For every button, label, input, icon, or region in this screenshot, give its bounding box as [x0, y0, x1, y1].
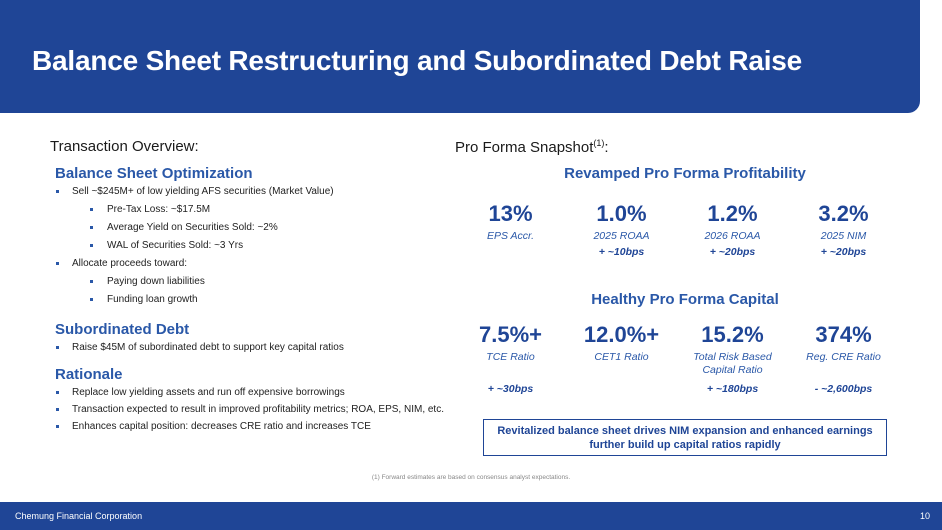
metric-value: 15.2% [701, 322, 764, 347]
snapshot-title: Pro Forma Snapshot(1): [455, 138, 609, 156]
metric-label: CET1 Ratio [594, 351, 649, 363]
metric-tce-ratio: 7.5%+ TCE Ratio + ~30bps [453, 322, 568, 395]
metric-change: - ~2,600bps [814, 383, 873, 395]
metric-label: 2026 ROAA [704, 230, 761, 242]
snapshot-footnote-ref: (1) [593, 138, 605, 148]
metric-cet1-ratio: 12.0%+ CET1 Ratio [564, 322, 679, 364]
bullet-item: Sell ~$245M+ of low yielding AFS securit… [50, 185, 445, 198]
metric-value: 7.5%+ [479, 322, 542, 347]
section-title: Subordinated Debt [55, 321, 190, 338]
section-title: Rationale [55, 366, 123, 383]
metric-change: + ~10bps [598, 246, 645, 258]
overview-title: Transaction Overview: [50, 138, 199, 155]
section-rationale: Rationale Replace low yielding assets an… [50, 366, 445, 433]
metric-change: + ~30bps [487, 383, 534, 395]
company-name: Chemung Financial Corporation [15, 511, 143, 521]
footnote: (1) Forward estimates are based on conse… [371, 474, 571, 481]
section-title: Balance Sheet Optimization [55, 165, 253, 182]
title-banner: Balance Sheet Restructuring and Subordin… [0, 0, 920, 113]
summary-callout: Revitalized balance sheet drives NIM exp… [483, 419, 887, 456]
transaction-overview: Transaction Overview: Balance Sheet Opti… [50, 138, 445, 433]
metric-label: Total Risk Based Capital Ratio [693, 351, 772, 376]
bullet-item: Allocate proceeds toward: [50, 257, 445, 270]
metric-change: + ~20bps [709, 246, 756, 258]
metric-value: 374% [815, 322, 872, 347]
metric-value: 3.2% [818, 201, 869, 226]
bullet-item: Average Yield on Securities Sold: ~2% [50, 221, 445, 234]
page-number: 10 [919, 511, 930, 521]
metric-label: EPS Accr. [486, 230, 535, 242]
bullet-item: WAL of Securities Sold: ~3 Yrs [50, 239, 445, 252]
bullet-item: Paying down liabilities [50, 275, 445, 288]
callout-line: Revitalized balance sheet drives NIM exp… [497, 425, 873, 437]
metric-label: 2025 NIM [820, 230, 867, 242]
metric-label: Reg. CRE Ratio [806, 351, 881, 363]
bullet-item: Funding loan growth [50, 293, 445, 306]
metric-label: 2025 ROAA [593, 230, 650, 242]
bullet-item: Replace low yielding assets and run off … [50, 386, 445, 399]
bullet-item: Transaction expected to result in improv… [50, 403, 445, 416]
bullet-item: Raise $45M of subordinated debt to suppo… [50, 341, 445, 354]
metric-value: 1.2% [707, 201, 758, 226]
metric-change: + ~20bps [820, 246, 867, 258]
bullet-item: Pre-Tax Loss: ~$17.5M [50, 203, 445, 216]
metric-2026-roaa: 1.2% 2026 ROAA + ~20bps [675, 201, 790, 258]
metric-2025-roaa: 1.0% 2025 ROAA + ~10bps [564, 201, 679, 258]
bullet-item: Enhances capital position: decreases CRE… [50, 420, 445, 433]
page-title: Balance Sheet Restructuring and Subordin… [32, 45, 803, 76]
metric-total-risk-based-capital: 15.2% Total Risk Based Capital Ratio + ~… [675, 322, 790, 395]
metric-eps-accretion: 13% EPS Accr. [453, 201, 568, 243]
metric-value: 13% [488, 201, 533, 226]
metric-label: TCE Ratio [486, 351, 535, 363]
metric-reg-cre-ratio: 374% Reg. CRE Ratio - ~2,600bps [786, 322, 901, 395]
capital-title: Healthy Pro Forma Capital [591, 291, 779, 308]
section-subordinated-debt: Subordinated Debt Raise $45M of subordin… [50, 321, 445, 354]
metric-change: + ~180bps [706, 383, 759, 395]
profitability-title: Revamped Pro Forma Profitability [564, 165, 806, 182]
footer-bar: Chemung Financial Corporation 10 [0, 502, 942, 530]
section-balance-sheet: Balance Sheet Optimization Sell ~$245M+ … [50, 165, 445, 306]
snapshot-title-colon: : [604, 139, 609, 156]
snapshot-title-text: Pro Forma Snapshot [455, 139, 594, 156]
callout-line: further build up capital ratios rapidly [589, 439, 781, 451]
metric-value: 12.0%+ [583, 322, 660, 347]
metric-2025-nim: 3.2% 2025 NIM + ~20bps [786, 201, 901, 258]
metric-value: 1.0% [596, 201, 647, 226]
